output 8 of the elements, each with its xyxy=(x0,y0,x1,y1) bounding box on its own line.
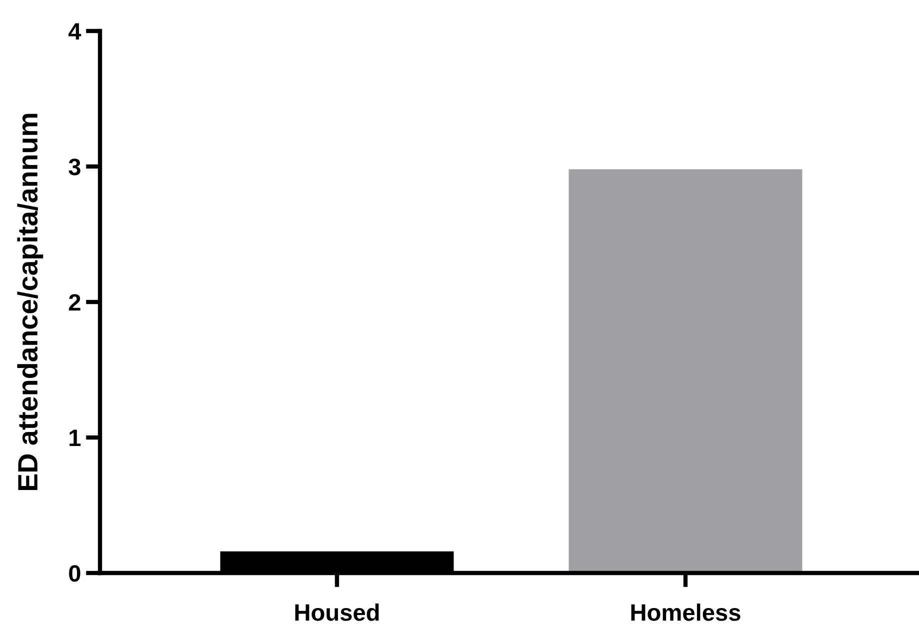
y-tick-label: 3 xyxy=(68,158,80,176)
y-tick-label: 4 xyxy=(68,23,82,40)
y-tick-label: 0 xyxy=(69,565,80,582)
y-tick-label: 1 xyxy=(70,430,81,446)
x-tick-label: Homeless xyxy=(631,604,740,621)
y-axis-title: ED attendance/capita/annum xyxy=(17,114,44,490)
y-tick-label: 2 xyxy=(68,294,80,311)
x-tick-label: Housed xyxy=(295,604,379,621)
